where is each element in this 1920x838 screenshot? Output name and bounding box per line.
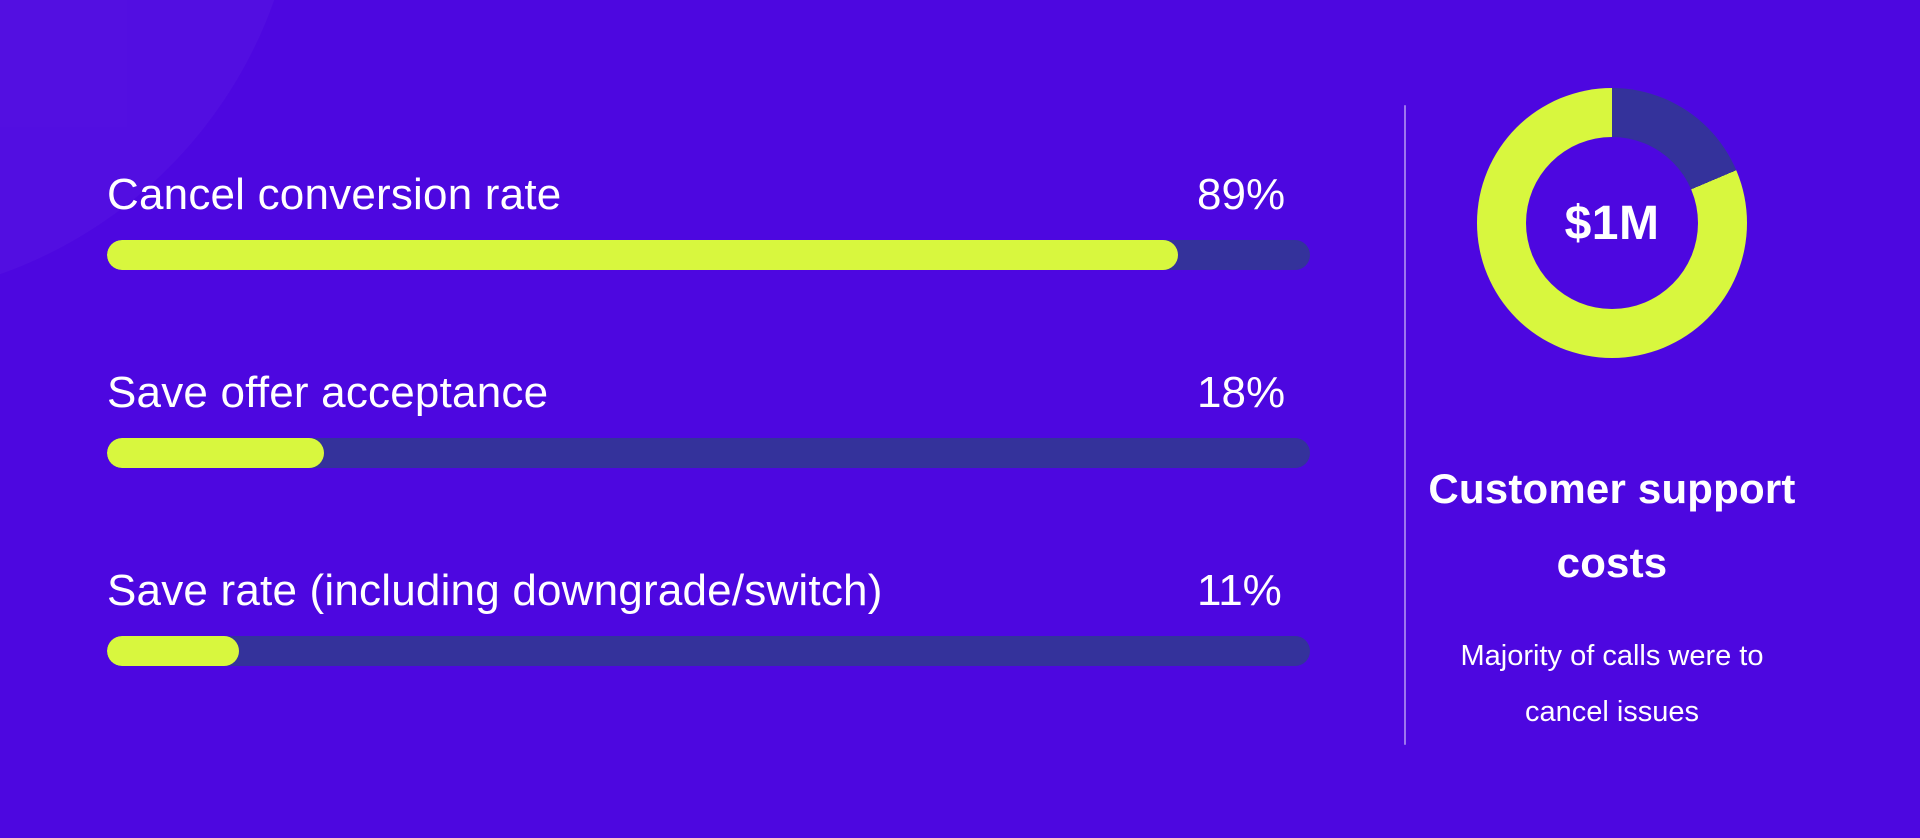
- progress-bar-fill: [107, 636, 240, 666]
- metric-row-head: Save rate (including downgrade/switch) 1…: [107, 566, 1310, 616]
- metric-row-cancel-conversion-rate: Cancel conversion rate 89%: [107, 170, 1310, 270]
- vertical-divider: [1404, 105, 1406, 745]
- progress-bar-track: [107, 438, 1310, 468]
- progress-bar-track: [107, 240, 1310, 270]
- progress-bar-track: [107, 636, 1310, 666]
- metric-value: 11%: [1197, 566, 1282, 615]
- metric-row-head: Cancel conversion rate 89%: [107, 170, 1310, 220]
- metric-row-head: Save offer acceptance 18%: [107, 368, 1310, 418]
- progress-bar-fill: [107, 240, 1178, 270]
- metric-value: 18%: [1197, 368, 1286, 417]
- progress-bar-fill: [107, 438, 324, 468]
- metric-label: Cancel conversion rate: [107, 170, 562, 219]
- donut-hole: $1M: [1526, 137, 1698, 309]
- metric-row-save-offer-acceptance: Save offer acceptance 18%: [107, 368, 1310, 468]
- donut-center-label: $1M: [1564, 196, 1660, 250]
- metric-value: 89%: [1197, 170, 1286, 219]
- metric-row-save-rate: Save rate (including downgrade/switch) 1…: [107, 566, 1310, 666]
- donut-chart: $1M: [1477, 88, 1747, 358]
- summary-title: Customer support costs: [1428, 465, 1796, 586]
- summary-subtitle: Majority of calls were to cancel issues: [1460, 640, 1764, 728]
- metric-label: Save rate (including downgrade/switch): [107, 566, 883, 615]
- metric-label: Save offer acceptance: [107, 368, 549, 417]
- metrics-panel: Cancel conversion rate 89% Save offer ac…: [107, 170, 1310, 764]
